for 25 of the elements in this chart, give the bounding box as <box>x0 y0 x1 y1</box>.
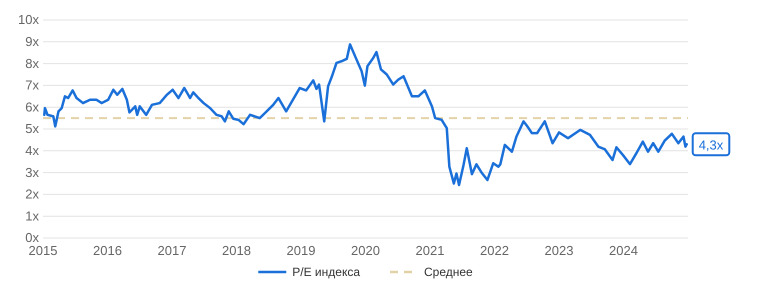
legend-label: P/E индекса <box>292 265 360 279</box>
x-tick-label: 2018 <box>222 243 251 258</box>
legend-label: Среднее <box>424 265 474 279</box>
x-tick-label: 2023 <box>544 243 574 258</box>
y-tick-label: 6x <box>25 99 40 114</box>
x-tick-label: 2022 <box>480 243 509 258</box>
y-tick-label: 1x <box>25 208 40 224</box>
line-series <box>43 43 688 186</box>
x-tick-label: 2015 <box>28 243 58 258</box>
y-tick-label: 0x <box>25 230 40 246</box>
x-tick-label: 2024 <box>609 243 638 258</box>
x-tick-label: 2019 <box>286 243 316 258</box>
y-tick-label: 5x <box>25 121 40 136</box>
x-tick-label: 2017 <box>158 243 186 258</box>
y-tick-label: 2x <box>25 186 40 202</box>
x-tick-label: 2021 <box>416 243 444 258</box>
y-tick-label: 4x <box>25 142 40 158</box>
annotation: 4,3x <box>698 137 724 152</box>
y-tick-label: 9x <box>25 34 40 49</box>
y-tick-label: 8x <box>25 56 40 71</box>
x-tick-label: 2016 <box>93 243 122 258</box>
x-tick-label: 2020 <box>351 243 380 258</box>
y-tick-label: 3x <box>25 164 40 180</box>
y-tick-label: 10x <box>18 12 40 28</box>
y-tick-label: 7x <box>25 78 40 93</box>
